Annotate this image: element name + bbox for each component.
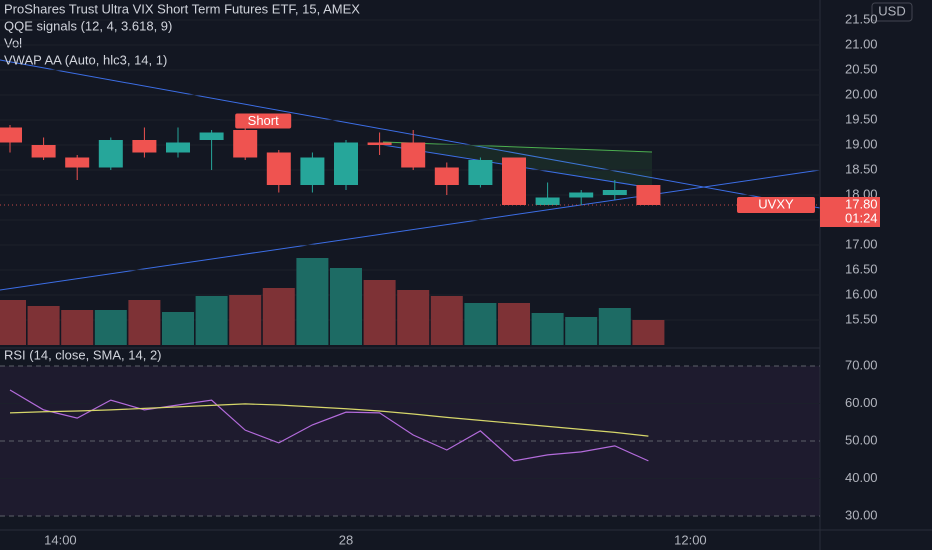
y-tick-label: 17.00 [845, 236, 878, 251]
volume-bar [531, 313, 564, 345]
candle-body [468, 160, 493, 185]
rsi-line [9, 403, 649, 437]
candle-body [132, 140, 157, 153]
volume-bar [61, 310, 94, 345]
y-tick-label: 20.00 [845, 86, 878, 101]
volume-bar [162, 312, 194, 345]
volume-bar [128, 300, 161, 345]
volume-bar [27, 306, 60, 345]
y-tick-label: 19.00 [845, 136, 878, 151]
volume-bar [262, 288, 295, 345]
candle-body [266, 152, 291, 185]
volume-bar [464, 303, 497, 345]
volume-bar [397, 290, 430, 345]
candle-body [334, 142, 358, 185]
volume-bar [565, 317, 598, 345]
x-tick-label: 14:00 [44, 532, 77, 547]
candle-body [31, 145, 56, 158]
candle-body [434, 167, 459, 185]
y-tick-label: 60.00 [845, 395, 878, 410]
signal-box [235, 113, 292, 129]
last-price-label: 17.80 [845, 196, 878, 211]
candle-body [401, 142, 426, 168]
volume-bar [0, 300, 26, 345]
y-tick-label: 21.50 [845, 11, 878, 26]
y-tick-label: 21.00 [845, 36, 878, 51]
x-tick-label: 28 [339, 532, 353, 547]
rsi-title: RSI (14, close, SMA, 14, 2) [4, 347, 162, 362]
candle-body [300, 157, 325, 185]
y-tick-label: 18.50 [845, 161, 878, 176]
volume-bar [195, 296, 228, 345]
y-tick-label: 16.50 [845, 261, 878, 276]
channel-line [382, 141, 653, 153]
candle-body [65, 157, 90, 168]
volume-bar [330, 268, 362, 345]
candle-body [502, 157, 526, 205]
candle-body [233, 130, 258, 158]
volume-bar [363, 280, 396, 345]
indicator-label: Vol [4, 35, 22, 50]
volume-bar [598, 308, 631, 345]
y-tick-label: 16.00 [845, 286, 878, 301]
candle-body [636, 185, 661, 205]
trend-line [0, 59, 821, 209]
x-tick-label: 12:00 [674, 532, 707, 547]
candle-body [199, 132, 224, 140]
symbol-box [737, 197, 815, 213]
countdown-label: 01:24 [845, 210, 878, 225]
volume-bar [296, 258, 329, 345]
volume-bar [632, 320, 665, 345]
y-tick-label: 19.50 [845, 111, 878, 126]
currency: USD [878, 3, 905, 18]
volume-bar [229, 295, 262, 345]
currency-box [871, 2, 913, 22]
indicator-label: QQE signals (12, 4, 3.618, 9) [4, 18, 172, 33]
candle-body [166, 142, 190, 153]
last-price-box [820, 197, 880, 227]
y-tick-label: 70.00 [845, 357, 878, 372]
candle-body [535, 197, 560, 205]
y-tick-label: 30.00 [845, 507, 878, 522]
candle-body [98, 140, 123, 168]
candle-body [367, 142, 392, 145]
candle-body [569, 192, 594, 198]
candle-body [602, 190, 627, 195]
volume-bar [94, 310, 127, 345]
rsi-line [9, 389, 649, 462]
y-tick-label: 20.50 [845, 61, 878, 76]
candle-body [0, 127, 22, 143]
y-tick-label: 50.00 [845, 432, 878, 447]
volume-bar [498, 303, 530, 345]
y-tick-label: 15.50 [845, 311, 878, 326]
symbol-label: UVXY [758, 196, 794, 211]
y-tick-label: 40.00 [845, 470, 878, 485]
volume-bar [430, 296, 463, 345]
indicator-label: VWAP AA (Auto, hlc3, 14, 1) [4, 52, 167, 67]
chart-title: ProShares Trust Ultra VIX Short Term Fut… [4, 1, 360, 16]
signal-label: Short [248, 113, 279, 128]
